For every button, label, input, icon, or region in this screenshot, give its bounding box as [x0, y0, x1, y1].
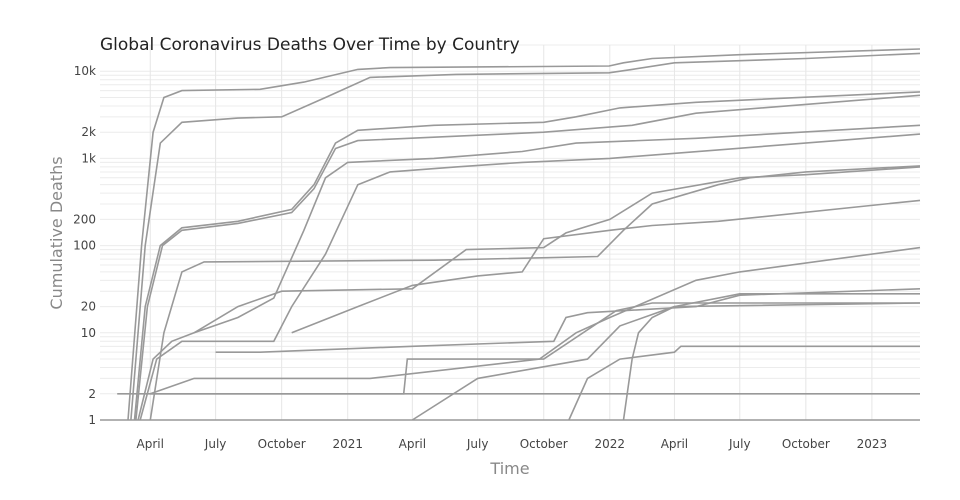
y-tick-label: 1k	[81, 151, 96, 165]
y-tick-label: 20	[81, 300, 96, 314]
x-tick-label: 2023	[857, 437, 888, 451]
y-tick-label: 1	[88, 413, 96, 427]
series-line-15	[568, 345, 920, 421]
x-tick-label: April	[661, 437, 688, 451]
grid	[100, 44, 920, 421]
x-tick-label: October	[520, 437, 568, 451]
y-axis-label: Cumulative Deaths	[47, 156, 66, 309]
series-line-11	[150, 246, 921, 395]
x-tick-label: July	[466, 437, 489, 451]
series-line-9	[291, 199, 921, 334]
series-line-14	[622, 293, 920, 421]
x-tick-label: April	[399, 437, 426, 451]
y-tick-label: 10k	[74, 64, 96, 78]
series-line-1	[127, 48, 921, 421]
chart-title: Global Coronavirus Deaths Over Time by C…	[100, 35, 520, 55]
x-tick-label: April	[137, 437, 164, 451]
series-line-4	[135, 94, 921, 421]
y-tick-label: 100	[73, 239, 96, 253]
x-axis-label: Time	[489, 459, 529, 478]
series-line-5	[137, 124, 921, 421]
y-axis-ticks: 1 2 10 20 100 200 1k 2k 10k	[73, 64, 96, 427]
series-line-2	[130, 52, 921, 421]
y-tick-label: 10	[81, 326, 96, 340]
x-tick-label: October	[258, 437, 306, 451]
series-line-8	[193, 166, 921, 334]
y-tick-label: 200	[73, 212, 96, 226]
y-tick-label: 2	[88, 387, 96, 401]
series-lines	[100, 48, 921, 421]
series-line-12	[150, 302, 920, 395]
series-line-3	[133, 91, 921, 421]
x-tick-label: July	[204, 437, 227, 451]
series-line-10	[215, 288, 921, 353]
x-tick-label: 2022	[595, 437, 626, 451]
x-tick-label: 2021	[332, 437, 363, 451]
series-line-6	[139, 133, 921, 421]
x-tick-label: July	[728, 437, 751, 451]
x-tick-label: October	[782, 437, 830, 451]
y-tick-label: 2k	[81, 125, 96, 139]
x-axis-ticks: April July October 2021 April July October 2022…	[137, 437, 888, 451]
series-line-13	[411, 302, 921, 421]
